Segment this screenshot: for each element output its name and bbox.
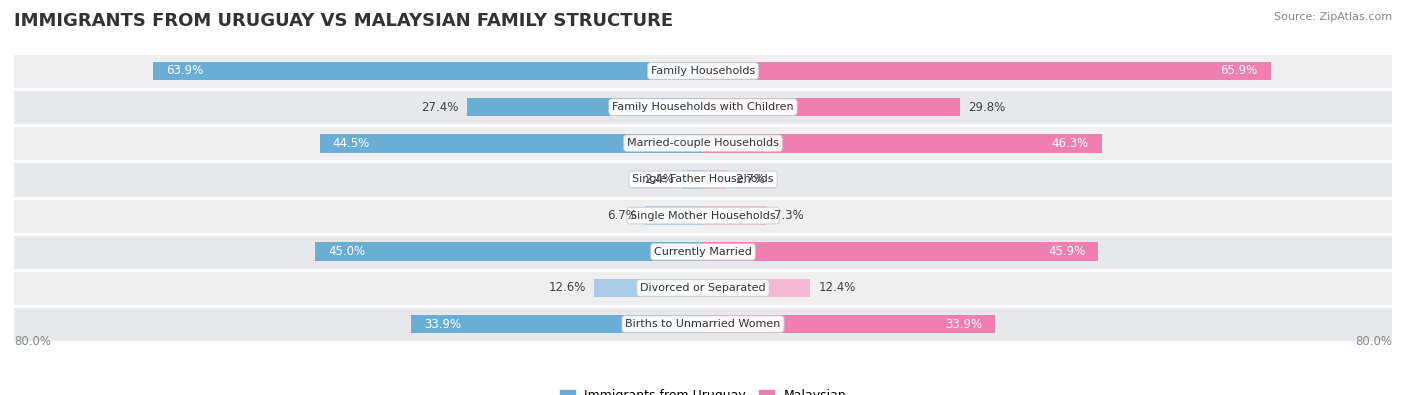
Bar	[703, 278, 810, 297]
Text: 7.3%: 7.3%	[775, 209, 804, 222]
FancyBboxPatch shape	[14, 234, 1392, 270]
FancyBboxPatch shape	[14, 306, 1392, 342]
Text: 6.7%: 6.7%	[607, 209, 637, 222]
Text: 65.9%: 65.9%	[1220, 64, 1257, 77]
Bar	[315, 243, 703, 261]
Bar	[703, 134, 1102, 152]
Text: Family Households with Children: Family Households with Children	[612, 102, 794, 112]
Text: 63.9%: 63.9%	[166, 64, 202, 77]
Text: IMMIGRANTS FROM URUGUAY VS MALAYSIAN FAMILY STRUCTURE: IMMIGRANTS FROM URUGUAY VS MALAYSIAN FAM…	[14, 12, 673, 30]
Bar	[703, 243, 1098, 261]
Bar	[682, 170, 703, 189]
Bar	[319, 134, 703, 152]
Bar	[703, 315, 995, 333]
Text: 27.4%: 27.4%	[420, 101, 458, 114]
Text: 80.0%: 80.0%	[1355, 335, 1392, 348]
Text: 33.9%: 33.9%	[425, 318, 461, 331]
Bar	[467, 98, 703, 117]
Text: Single Father Households: Single Father Households	[633, 175, 773, 184]
Bar	[645, 206, 703, 225]
Text: 44.5%: 44.5%	[333, 137, 370, 150]
Bar	[595, 278, 703, 297]
Text: 12.4%: 12.4%	[818, 281, 856, 294]
Text: Source: ZipAtlas.com: Source: ZipAtlas.com	[1274, 12, 1392, 22]
Bar	[703, 98, 960, 117]
Text: 33.9%: 33.9%	[945, 318, 981, 331]
Text: 29.8%: 29.8%	[969, 101, 1005, 114]
Text: 45.0%: 45.0%	[329, 245, 366, 258]
Bar	[703, 62, 1271, 80]
FancyBboxPatch shape	[14, 161, 1392, 198]
Text: Births to Unmarried Women: Births to Unmarried Women	[626, 319, 780, 329]
Text: 80.0%: 80.0%	[14, 335, 51, 348]
Text: 12.6%: 12.6%	[548, 281, 586, 294]
Text: 2.4%: 2.4%	[644, 173, 673, 186]
Text: 2.7%: 2.7%	[735, 173, 765, 186]
Text: 45.9%: 45.9%	[1047, 245, 1085, 258]
Bar	[703, 206, 766, 225]
Text: Currently Married: Currently Married	[654, 247, 752, 257]
Bar	[411, 315, 703, 333]
FancyBboxPatch shape	[14, 89, 1392, 125]
Text: Family Households: Family Households	[651, 66, 755, 76]
Text: Single Mother Households: Single Mother Households	[630, 211, 776, 220]
Bar	[703, 170, 727, 189]
FancyBboxPatch shape	[14, 53, 1392, 89]
FancyBboxPatch shape	[14, 125, 1392, 161]
FancyBboxPatch shape	[14, 198, 1392, 234]
Legend: Immigrants from Uruguay, Malaysian: Immigrants from Uruguay, Malaysian	[554, 384, 852, 395]
Text: 46.3%: 46.3%	[1052, 137, 1088, 150]
Text: Married-couple Households: Married-couple Households	[627, 138, 779, 148]
Text: Divorced or Separated: Divorced or Separated	[640, 283, 766, 293]
Bar	[153, 62, 703, 80]
FancyBboxPatch shape	[14, 270, 1392, 306]
